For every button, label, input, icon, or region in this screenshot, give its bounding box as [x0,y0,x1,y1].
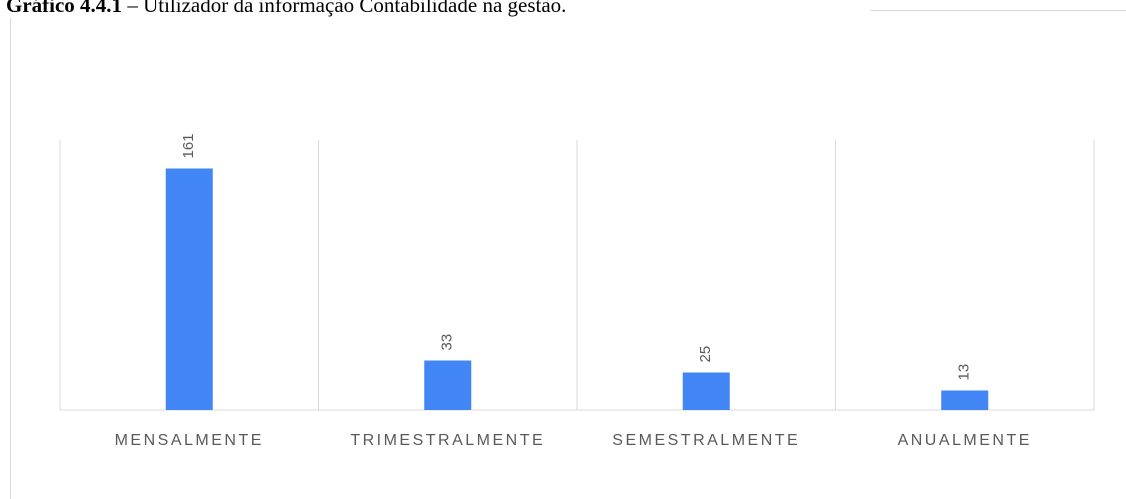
title-background [0,0,870,18]
title-bold: Gráfico 4.4.1 [6,0,122,17]
x-tick-label: SEMESTRALMENTE [612,432,800,449]
bar [165,168,213,410]
chart-title: Gráfico 4.4.1 – Utilizador da informação… [6,0,566,17]
x-tick-label: TRIMESTRALMENTE [350,432,545,449]
bar [424,360,472,410]
bar [682,372,730,410]
x-tick-label: MENSALMENTE [115,432,264,449]
data-label: 25 [697,346,714,363]
bar [941,390,989,410]
data-label: 13 [956,364,973,381]
data-label: 161 [180,133,197,158]
x-tick-label: ANUALMENTE [898,432,1032,449]
title-text: – Utilizador da informação Contabilidade… [126,0,566,17]
data-label: 33 [439,334,456,351]
